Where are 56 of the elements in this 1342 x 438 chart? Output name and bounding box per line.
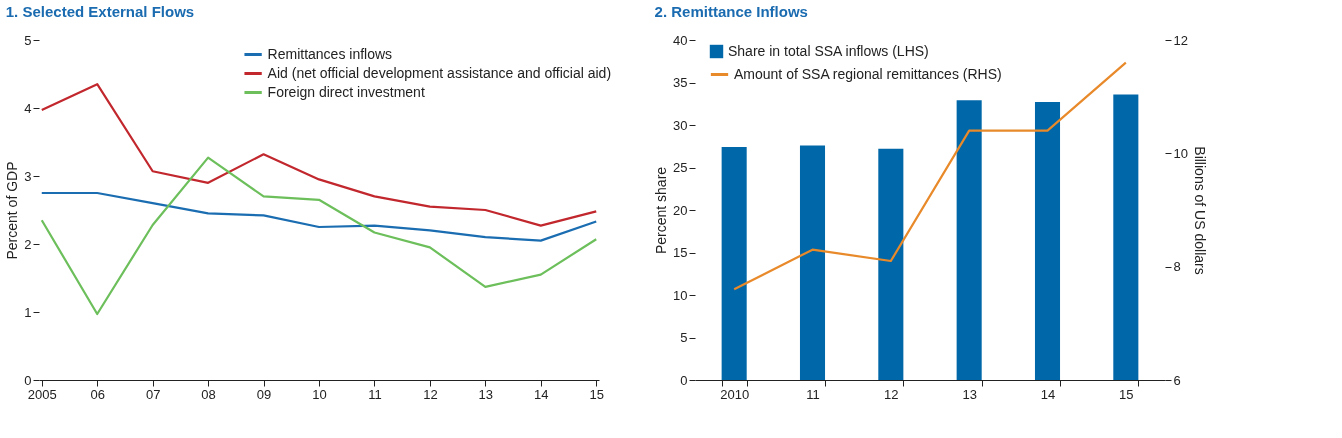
bar [799, 145, 826, 380]
bar [721, 147, 747, 380]
y-tick-label: 0 [24, 372, 32, 388]
x-tick-label: 14 [1040, 386, 1056, 402]
y-axis-title: Percent share [653, 166, 670, 255]
x-tick-label: 12 [884, 386, 899, 402]
y-tick-label: 4 [24, 100, 32, 116]
x-tick-label: 06 [90, 386, 105, 402]
x-tick-label: 11 [368, 386, 382, 402]
bar [878, 148, 904, 380]
x-tick-label: 11 [806, 386, 820, 402]
y2-tick-label: 12 [1173, 32, 1188, 48]
y-axis-title: Percent of GDP [4, 161, 21, 260]
y-tick-label: 2 [24, 236, 32, 252]
y-tick-label: 20 [673, 202, 688, 218]
y-tick-label: 1 [24, 304, 32, 320]
x-tick-label: 13 [478, 386, 494, 402]
bar [1034, 102, 1061, 380]
bar [1113, 94, 1139, 380]
line-series [733, 61, 1127, 291]
x-tick-label: 08 [201, 386, 216, 402]
line-series [40, 83, 598, 227]
y-tick-label: 5 [680, 330, 688, 345]
x-tick-label: 15 [589, 386, 604, 402]
y2-axis-title: Billions of US dollars [1191, 146, 1208, 275]
y-tick-label: 15 [673, 245, 688, 260]
x-tick-label: 2005 [27, 386, 57, 402]
line-series [40, 156, 598, 316]
y2-tick-label: 10 [1173, 145, 1188, 161]
x-tick-label: 07 [145, 386, 161, 402]
x-tick-label: 12 [423, 386, 438, 402]
y-tick-label: 25 [673, 160, 688, 175]
x-tick-label: 2010 [720, 386, 750, 402]
x-tick-label: 10 [312, 386, 327, 402]
y2-tick-label: 8 [1173, 259, 1181, 275]
legend-label: Remittances inflows [267, 45, 393, 62]
legend-label: Amount of SSA regional remittances (RHS) [734, 65, 1002, 82]
chart-title: 1. Selected External Flows [5, 3, 195, 20]
x-tick-label: 15 [1119, 386, 1134, 402]
x-tick-label: 14 [534, 386, 549, 402]
y-tick-label: 5 [24, 32, 32, 48]
legend-label: Aid (net official development assistance and official aid) [267, 64, 612, 81]
y-tick-label: 30 [673, 117, 688, 133]
chart-title: 2. Remittance Inflows [654, 3, 808, 20]
bar [956, 100, 982, 380]
y-tick-label: 0 [680, 372, 688, 388]
y2-tick-label: 6 [1173, 372, 1181, 388]
x-tick-label: 09 [256, 386, 272, 402]
y-tick-label: 40 [673, 32, 688, 48]
y-tick-label: 3 [24, 168, 32, 184]
y-tick-label: 10 [673, 287, 688, 303]
x-tick-label: 13 [962, 386, 977, 402]
legend-label: Share in total SSA inflows (LHS) [728, 42, 929, 59]
legend-label: Foreign direct investment [267, 83, 425, 100]
y-tick-label: 35 [673, 75, 688, 90]
line-series [40, 191, 598, 242]
